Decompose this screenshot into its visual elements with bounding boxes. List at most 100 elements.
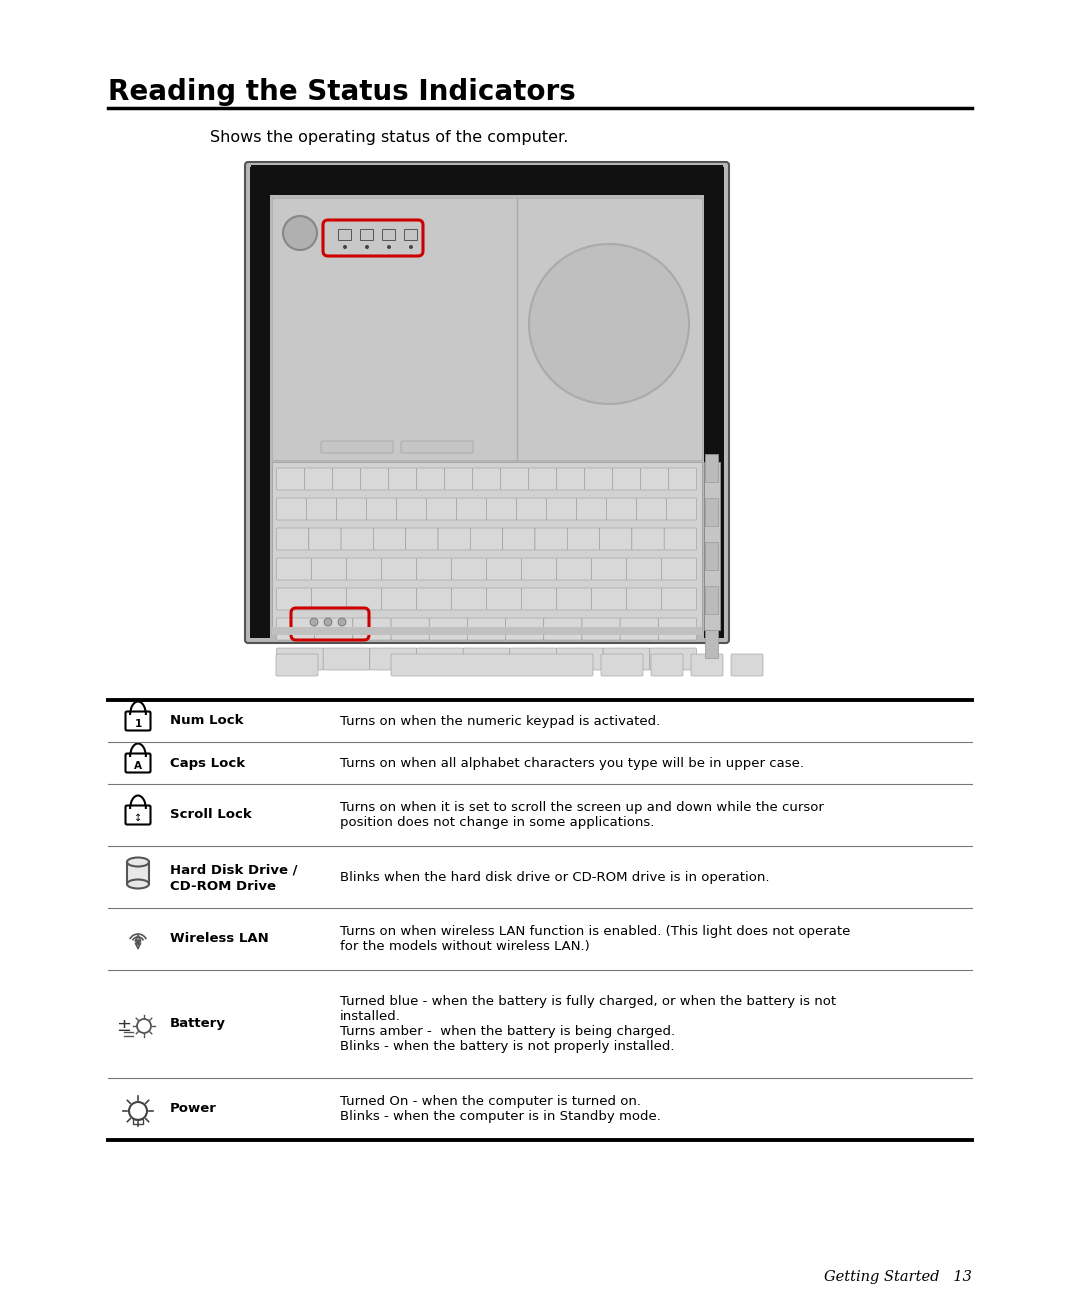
- Bar: [705, 497, 718, 526]
- FancyBboxPatch shape: [612, 469, 640, 490]
- Text: Power: Power: [170, 1102, 217, 1115]
- FancyBboxPatch shape: [361, 469, 389, 490]
- FancyBboxPatch shape: [276, 618, 314, 640]
- Text: Getting Started   13: Getting Started 13: [824, 1270, 972, 1284]
- FancyBboxPatch shape: [731, 654, 762, 675]
- Text: Reading the Status Indicators: Reading the Status Indicators: [108, 79, 576, 106]
- FancyBboxPatch shape: [666, 497, 697, 520]
- Bar: [272, 198, 702, 459]
- Circle shape: [343, 245, 347, 249]
- FancyBboxPatch shape: [486, 558, 522, 580]
- Text: 1: 1: [134, 719, 141, 729]
- Text: Caps Lock: Caps Lock: [170, 757, 245, 770]
- FancyBboxPatch shape: [311, 558, 347, 580]
- FancyBboxPatch shape: [556, 648, 603, 670]
- Text: Turns on when all alphabet characters you type will be in upper case.: Turns on when all alphabet characters yo…: [340, 757, 804, 770]
- Bar: [251, 165, 723, 195]
- FancyBboxPatch shape: [600, 654, 643, 675]
- FancyBboxPatch shape: [276, 648, 323, 670]
- FancyBboxPatch shape: [626, 558, 661, 580]
- FancyBboxPatch shape: [522, 558, 556, 580]
- FancyBboxPatch shape: [333, 469, 361, 490]
- Text: Hard Disk Drive /: Hard Disk Drive /: [170, 864, 297, 877]
- FancyBboxPatch shape: [650, 648, 697, 670]
- FancyBboxPatch shape: [510, 648, 556, 670]
- FancyBboxPatch shape: [276, 558, 311, 580]
- FancyBboxPatch shape: [636, 497, 666, 520]
- FancyBboxPatch shape: [417, 558, 451, 580]
- FancyBboxPatch shape: [305, 469, 333, 490]
- FancyBboxPatch shape: [366, 497, 396, 520]
- FancyBboxPatch shape: [556, 588, 592, 610]
- FancyBboxPatch shape: [659, 618, 697, 640]
- Bar: [272, 627, 702, 635]
- Text: CD-ROM Drive: CD-ROM Drive: [170, 880, 276, 893]
- FancyBboxPatch shape: [391, 618, 429, 640]
- FancyBboxPatch shape: [276, 588, 311, 610]
- Text: ↕: ↕: [134, 813, 143, 823]
- Ellipse shape: [127, 880, 149, 889]
- Text: installed.: installed.: [340, 1011, 401, 1024]
- Text: Turns on when wireless LAN function is enabled. (This light does not operate: Turns on when wireless LAN function is e…: [340, 925, 850, 939]
- FancyBboxPatch shape: [651, 654, 683, 675]
- Text: Turned blue - when the battery is fully charged, or when the battery is not: Turned blue - when the battery is fully …: [340, 995, 836, 1008]
- FancyBboxPatch shape: [471, 528, 502, 550]
- FancyBboxPatch shape: [500, 469, 528, 490]
- FancyBboxPatch shape: [369, 648, 417, 670]
- FancyBboxPatch shape: [347, 588, 381, 610]
- Circle shape: [135, 940, 140, 945]
- Text: position does not change in some applications.: position does not change in some applica…: [340, 816, 654, 829]
- Bar: [338, 229, 351, 240]
- FancyBboxPatch shape: [556, 558, 592, 580]
- FancyBboxPatch shape: [309, 528, 341, 550]
- FancyBboxPatch shape: [463, 648, 510, 670]
- FancyBboxPatch shape: [528, 469, 556, 490]
- FancyBboxPatch shape: [311, 588, 347, 610]
- Text: Scroll Lock: Scroll Lock: [170, 809, 252, 822]
- FancyBboxPatch shape: [341, 528, 374, 550]
- FancyBboxPatch shape: [664, 528, 697, 550]
- FancyBboxPatch shape: [245, 162, 729, 643]
- Circle shape: [338, 618, 346, 626]
- Circle shape: [529, 243, 689, 404]
- FancyBboxPatch shape: [582, 618, 620, 640]
- FancyBboxPatch shape: [276, 654, 318, 675]
- Text: Blinks - when the battery is not properly installed.: Blinks - when the battery is not properl…: [340, 1039, 675, 1052]
- Bar: [705, 542, 718, 569]
- FancyBboxPatch shape: [307, 497, 337, 520]
- FancyBboxPatch shape: [584, 469, 612, 490]
- Ellipse shape: [127, 857, 149, 867]
- FancyBboxPatch shape: [661, 588, 697, 610]
- FancyBboxPatch shape: [391, 654, 593, 675]
- FancyBboxPatch shape: [567, 528, 599, 550]
- FancyBboxPatch shape: [276, 469, 305, 490]
- FancyBboxPatch shape: [314, 618, 353, 640]
- FancyBboxPatch shape: [592, 588, 626, 610]
- FancyBboxPatch shape: [486, 588, 522, 610]
- FancyBboxPatch shape: [276, 497, 307, 520]
- FancyBboxPatch shape: [381, 558, 417, 580]
- FancyBboxPatch shape: [607, 497, 636, 520]
- FancyBboxPatch shape: [626, 588, 661, 610]
- FancyBboxPatch shape: [473, 469, 500, 490]
- Circle shape: [324, 618, 332, 626]
- FancyBboxPatch shape: [669, 469, 697, 490]
- Text: Battery: Battery: [170, 1017, 226, 1030]
- Bar: [404, 229, 417, 240]
- FancyBboxPatch shape: [592, 558, 626, 580]
- Bar: [704, 168, 724, 637]
- FancyBboxPatch shape: [323, 648, 369, 670]
- FancyBboxPatch shape: [457, 497, 486, 520]
- Circle shape: [283, 216, 318, 250]
- Circle shape: [365, 245, 369, 249]
- FancyBboxPatch shape: [505, 618, 543, 640]
- FancyBboxPatch shape: [445, 469, 473, 490]
- FancyBboxPatch shape: [691, 654, 723, 675]
- Bar: [705, 454, 718, 482]
- FancyBboxPatch shape: [661, 558, 697, 580]
- FancyBboxPatch shape: [522, 588, 556, 610]
- FancyBboxPatch shape: [438, 528, 471, 550]
- FancyBboxPatch shape: [502, 528, 535, 550]
- FancyBboxPatch shape: [546, 497, 577, 520]
- Circle shape: [387, 245, 391, 249]
